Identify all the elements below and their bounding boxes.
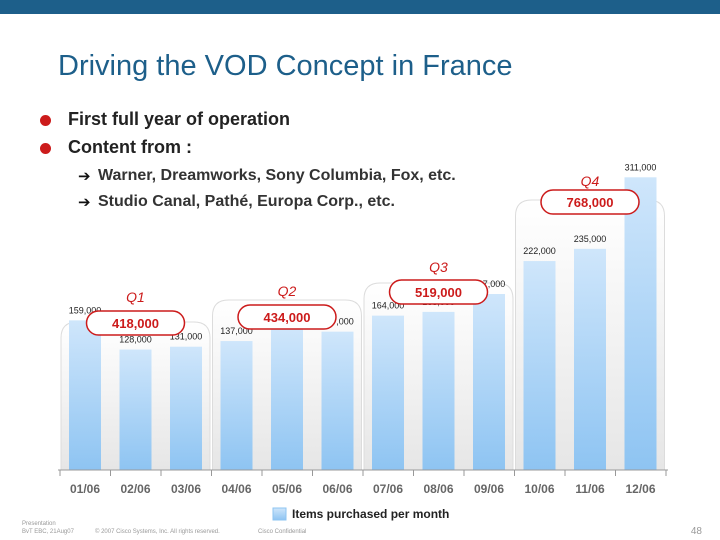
sub-bullet-text: Studio Canal, Pathé, Europa Corp., etc. bbox=[98, 193, 395, 210]
legend-label: Items purchased per month bbox=[292, 507, 449, 521]
x-tick-label: 08/06 bbox=[423, 482, 453, 496]
arrow-right-icon: ➔ bbox=[78, 168, 91, 185]
quarter-total-value: 418,000 bbox=[112, 316, 159, 331]
page-number: 48 bbox=[690, 526, 702, 537]
bar bbox=[220, 341, 253, 470]
bar bbox=[321, 331, 354, 470]
arrow-right-icon: ➔ bbox=[78, 194, 91, 211]
x-tick-label: 02/06 bbox=[120, 482, 150, 496]
bar bbox=[624, 177, 657, 470]
x-tick-label: 10/06 bbox=[524, 482, 554, 496]
bar bbox=[422, 311, 455, 470]
bar bbox=[574, 248, 606, 470]
bar bbox=[271, 328, 303, 470]
quarter-total-box bbox=[388, 279, 489, 305]
sub-bullet-text: Warner, Dreamworks, Sony Columbia, Fox, … bbox=[98, 167, 456, 184]
bar-value-label: 164,000 bbox=[372, 301, 405, 311]
x-tick-label: 07/06 bbox=[373, 482, 403, 496]
x-tick-label: 09/06 bbox=[474, 482, 504, 496]
quarter-label: Q3 bbox=[429, 259, 448, 275]
x-tick-label: 05/06 bbox=[272, 482, 302, 496]
x-tick-label: 01/06 bbox=[70, 482, 100, 496]
legend-swatch bbox=[272, 507, 287, 521]
quarter-label: Q2 bbox=[278, 283, 297, 299]
bar bbox=[69, 320, 101, 470]
quarter-label: Q4 bbox=[581, 173, 600, 189]
footer-presentation: Presentation bbox=[22, 521, 56, 527]
bar bbox=[170, 346, 202, 470]
bullet-dot-icon bbox=[40, 115, 51, 126]
quarter-total-value: 434,000 bbox=[264, 310, 311, 325]
quarter-total-value: 519,000 bbox=[415, 285, 462, 300]
quarter-label: Q1 bbox=[126, 289, 145, 305]
footer-copyright: © 2007 Cisco Systems, Inc. All rights re… bbox=[95, 529, 220, 535]
footer-confidential: Cisco Confidential bbox=[258, 529, 307, 535]
bar-value-label: 137,000 bbox=[220, 326, 253, 336]
bar-value-label: 311,000 bbox=[625, 162, 657, 172]
x-tick-label: 03/06 bbox=[171, 482, 201, 496]
x-tick-label: 04/06 bbox=[221, 482, 251, 496]
bar-value-label: 128,000 bbox=[119, 335, 152, 345]
bar-value-label: 147,000 bbox=[321, 317, 354, 327]
bar-value-label: 222,000 bbox=[523, 246, 556, 256]
bar bbox=[473, 294, 505, 470]
footer-event: BvT EBC, 21Aug07 bbox=[22, 529, 74, 535]
quarter-total-box bbox=[237, 304, 337, 330]
bar bbox=[372, 315, 404, 470]
top-banner bbox=[0, 0, 720, 14]
x-tick-label: 06/06 bbox=[322, 482, 352, 496]
bullet-dot-icon bbox=[40, 143, 51, 154]
quarter-total-value: 768,000 bbox=[567, 195, 614, 210]
bullet-text: First full year of operation bbox=[68, 109, 291, 129]
x-tick-label: 12/06 bbox=[625, 482, 655, 496]
x-tick-label: 11/06 bbox=[575, 482, 605, 496]
bar bbox=[119, 349, 152, 470]
bullet-text: Content from : bbox=[68, 137, 192, 157]
quarter-total-box bbox=[540, 189, 640, 215]
bar-value-label: 187,000 bbox=[473, 279, 506, 289]
page-title: Driving the VOD Concept in France bbox=[58, 50, 513, 82]
bar-value-label: 131,000 bbox=[170, 332, 203, 342]
bar bbox=[523, 261, 556, 470]
quarter-total-box bbox=[85, 310, 186, 336]
bar-value-label: 235,000 bbox=[574, 234, 607, 244]
footer-info: Presentation BvT EBC, 21Aug07 bbox=[22, 520, 74, 536]
bar-value-label: 159,000 bbox=[69, 305, 102, 315]
